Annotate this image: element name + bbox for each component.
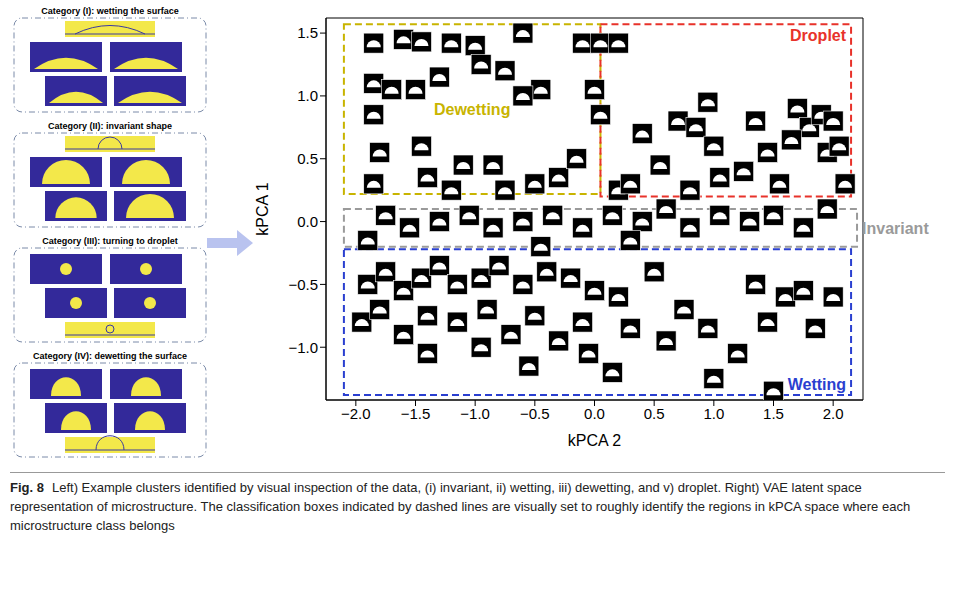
svg-text:1.5: 1.5 (763, 405, 784, 422)
svg-text:Category (IV): dewetting the s: Category (IV): dewetting the surface (33, 351, 187, 361)
svg-text:1.0: 1.0 (703, 405, 724, 422)
svg-text:Dewetting: Dewetting (434, 101, 510, 118)
svg-text:0.0: 0.0 (297, 213, 318, 230)
svg-text:−0.5: −0.5 (288, 276, 318, 293)
html-text:Fig. 8: Fig. 8 (10, 480, 44, 495)
svg-text:Droplet: Droplet (790, 27, 847, 44)
svg-text:0.5: 0.5 (644, 405, 665, 422)
svg-text:2.0: 2.0 (823, 405, 844, 422)
svg-text:Invariant: Invariant (862, 220, 929, 237)
svg-text:−1.5: −1.5 (401, 405, 431, 422)
svg-text:0.5: 0.5 (297, 150, 318, 167)
svg-text:−0.5: −0.5 (520, 405, 550, 422)
svg-text:−1.0: −1.0 (288, 339, 318, 356)
svg-text:Wetting: Wetting (788, 376, 846, 393)
svg-text:Category (III): turning to dro: Category (III): turning to droplet (42, 236, 178, 246)
svg-text:Category (I): wetting the surf: Category (I): wetting the surface (41, 6, 179, 16)
svg-text:kPCA 1: kPCA 1 (254, 182, 271, 235)
svg-text:1.5: 1.5 (297, 24, 318, 41)
svg-text:1.0: 1.0 (297, 87, 318, 104)
svg-text:−1.0: −1.0 (460, 405, 490, 422)
svg-text:−2.0: −2.0 (341, 405, 371, 422)
svg-text:kPCA 2: kPCA 2 (568, 432, 621, 449)
html-text:Left) Example clusters identif: Left) Example clusters identified by vis… (10, 480, 911, 533)
svg-text:0.0: 0.0 (584, 405, 605, 422)
svg-text:Category (II): invariant shape: Category (II): invariant shape (48, 121, 172, 131)
